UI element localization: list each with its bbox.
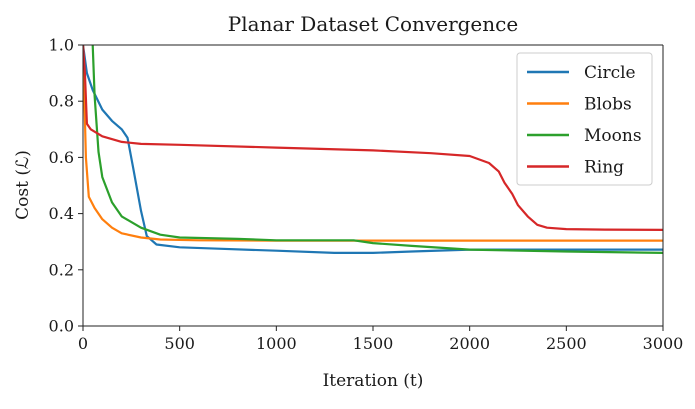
x-axis-label: Iteration (t): [323, 371, 424, 391]
series-line-moons: [91, 45, 663, 254]
ticks-layer: 0 500 1000 1500 2000 2500 3000 0.0 0.2 0.4 0.6 0.8 1…: [49, 36, 684, 354]
x-tick-label: 2000: [449, 334, 490, 353]
x-tick-label: 1500: [353, 334, 394, 353]
x-tick-label: 500: [164, 334, 195, 353]
x-tick-label: 1000: [256, 334, 297, 353]
y-tick-label: 0.8: [49, 92, 74, 111]
legend-box: [516, 52, 653, 186]
series-line-ring: [83, 45, 663, 231]
y-tick-label: 0.2: [49, 260, 74, 279]
legend-label-ring: Ring: [584, 158, 624, 178]
y-tick-label: 0.0: [49, 317, 74, 336]
x-tick-label: 2500: [546, 334, 587, 353]
chart-title: Planar Dataset Convergence: [228, 12, 518, 36]
x-tick-label: 3000: [643, 334, 684, 353]
y-tick-label: 1.0: [49, 36, 74, 55]
x-tick-label: 0: [78, 334, 88, 353]
series-line-circle: [83, 45, 663, 254]
legend-label-blobs: Blobs: [584, 95, 632, 115]
legend-label-moons: Moons: [584, 126, 642, 146]
y-axis-label: Cost (ℒ): [13, 150, 33, 220]
legend: Circle Blobs Moons Ring: [516, 52, 653, 186]
y-tick-label: 0.6: [49, 148, 74, 167]
y-tick-label: 0.4: [49, 204, 74, 223]
legend-label-circle: Circle: [584, 63, 636, 83]
series-layer: [83, 45, 663, 254]
